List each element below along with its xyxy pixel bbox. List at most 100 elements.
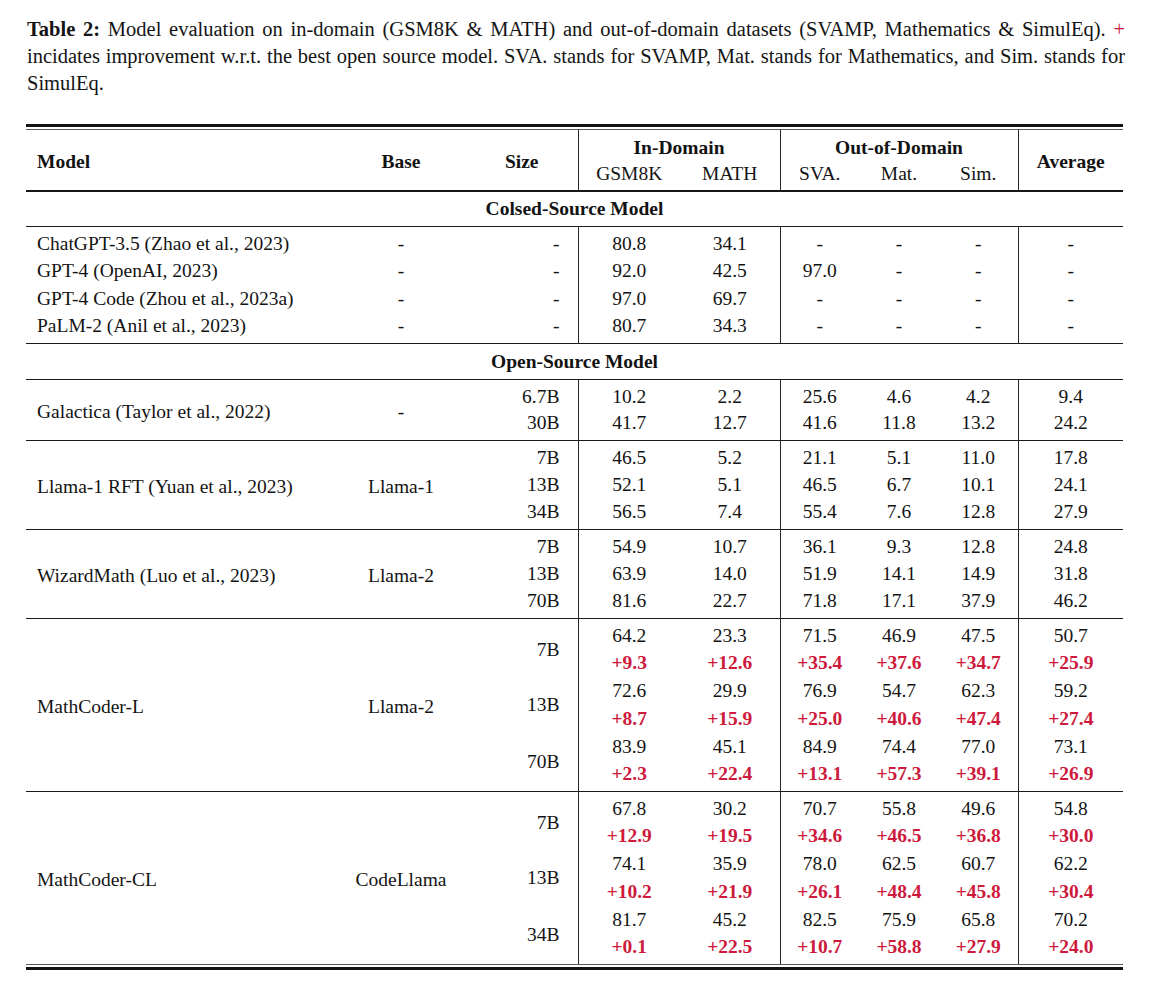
model-cell: GPT-4 (OpenAI, 2023) xyxy=(26,257,336,285)
value-cell-sva: - xyxy=(780,285,859,313)
section-banner-row: Open-Source Model xyxy=(26,344,1123,380)
section-banner-row: Colsed-Source Model xyxy=(26,191,1123,227)
value-cell-sva: 70.7 xyxy=(780,792,859,823)
base-cell: - xyxy=(336,227,466,258)
model-group: WizardMath (Luo et al., 2023)Llama-27B54… xyxy=(26,530,1123,619)
value-cell-gsm8k: 92.0 xyxy=(578,257,680,285)
header-math: MATH xyxy=(680,161,780,191)
size-cell: 13B xyxy=(466,560,578,588)
header-row-groups: Model Base Size In-Domain Out-of-Domain … xyxy=(26,130,1123,161)
header-average: Average xyxy=(1018,130,1123,191)
size-cell: 34B xyxy=(466,906,578,964)
value-cell-gsm8k: 81.7 xyxy=(578,906,680,934)
value-cell-mat: 17.1 xyxy=(859,588,939,619)
table-row: Galactica (Taylor et al., 2022)-6.7B10.2… xyxy=(26,380,1123,411)
value-cell-math: 22.7 xyxy=(680,588,780,619)
model-group: Llama-1 RFT (Yuan et al., 2023)Llama-17B… xyxy=(26,441,1123,530)
delta-cell-sva: +13.1 xyxy=(780,761,859,792)
delta-cell-sim: +45.8 xyxy=(939,878,1018,906)
delta-cell-avg: +30.4 xyxy=(1018,878,1123,906)
caption-plus-sign: + xyxy=(1113,18,1125,40)
value-cell-math: 12.7 xyxy=(680,410,780,441)
table-row: WizardMath (Luo et al., 2023)Llama-27B54… xyxy=(26,530,1123,561)
delta-cell-sim: +47.4 xyxy=(939,705,1018,733)
delta-cell-sva: +25.0 xyxy=(780,705,859,733)
model-cell: GPT-4 Code (Zhou et al., 2023a) xyxy=(26,285,336,313)
model-group: Galactica (Taylor et al., 2022)-6.7B10.2… xyxy=(26,380,1123,441)
value-cell-sim: 37.9 xyxy=(939,588,1018,619)
value-cell-sva: 78.0 xyxy=(780,850,859,878)
value-cell-sim: - xyxy=(939,285,1018,313)
section-banner: Open-Source Model xyxy=(26,344,1123,380)
table-row: MathCoder-CLCodeLlama7B67.830.270.755.84… xyxy=(26,792,1123,823)
value-cell-sim: 60.7 xyxy=(939,850,1018,878)
size-cell: 7B xyxy=(466,441,578,472)
delta-cell-sva: +34.6 xyxy=(780,822,859,850)
value-cell-sim: - xyxy=(939,227,1018,258)
delta-cell-gsm8k: +10.2 xyxy=(578,878,680,906)
value-cell-gsm8k: 63.9 xyxy=(578,560,680,588)
delta-cell-math: +19.5 xyxy=(680,822,780,850)
header-base: Base xyxy=(336,130,466,191)
value-cell-sim: 13.2 xyxy=(939,410,1018,441)
value-cell-mat: 14.1 xyxy=(859,560,939,588)
size-cell: 7B xyxy=(466,530,578,561)
value-cell-avg: 59.2 xyxy=(1018,677,1123,705)
value-cell-gsm8k: 80.8 xyxy=(578,227,680,258)
value-cell-avg: 54.8 xyxy=(1018,792,1123,823)
base-cell: - xyxy=(336,285,466,313)
delta-cell-gsm8k: +0.1 xyxy=(578,934,680,964)
value-cell-avg: 17.8 xyxy=(1018,441,1123,472)
value-cell-math: 2.2 xyxy=(680,380,780,411)
delta-cell-math: +21.9 xyxy=(680,878,780,906)
value-cell-avg: 31.8 xyxy=(1018,560,1123,588)
table-caption: Table 2: Model evaluation on in-domain (… xyxy=(27,16,1125,97)
value-cell-math: 34.1 xyxy=(680,227,780,258)
value-cell-math: 35.9 xyxy=(680,850,780,878)
model-group: MathCoder-CLCodeLlama7B67.830.270.755.84… xyxy=(26,792,1123,965)
value-cell-math: 7.4 xyxy=(680,499,780,530)
results-table: Model Base Size In-Domain Out-of-Domain … xyxy=(26,130,1123,965)
header-out-of-domain: Out-of-Domain xyxy=(780,130,1018,161)
delta-cell-avg: +30.0 xyxy=(1018,822,1123,850)
value-cell-mat: - xyxy=(859,227,939,258)
value-cell-sim: 4.2 xyxy=(939,380,1018,411)
delta-cell-gsm8k: +2.3 xyxy=(578,761,680,792)
value-cell-math: 69.7 xyxy=(680,285,780,313)
value-cell-math: 10.7 xyxy=(680,530,780,561)
closed-source-group: ChatGPT-3.5 (Zhao et al., 2023)--80.834.… xyxy=(26,227,1123,344)
results-table-wrapper: Model Base Size In-Domain Out-of-Domain … xyxy=(26,124,1123,970)
value-cell-avg: 50.7 xyxy=(1018,619,1123,650)
value-cell-gsm8k: 72.6 xyxy=(578,677,680,705)
value-cell-gsm8k: 56.5 xyxy=(578,499,680,530)
section-banner-label: Open-Source Model xyxy=(26,344,1123,380)
value-cell-gsm8k: 67.8 xyxy=(578,792,680,823)
delta-cell-avg: +26.9 xyxy=(1018,761,1123,792)
value-cell-math: 42.5 xyxy=(680,257,780,285)
value-cell-math: 45.1 xyxy=(680,733,780,761)
delta-cell-mat: +37.6 xyxy=(859,649,939,677)
value-cell-mat: 5.1 xyxy=(859,441,939,472)
value-cell-sim: 12.8 xyxy=(939,530,1018,561)
value-cell-sim: - xyxy=(939,257,1018,285)
value-cell-avg: 70.2 xyxy=(1018,906,1123,934)
value-cell-sim: 11.0 xyxy=(939,441,1018,472)
value-cell-avg: 9.4 xyxy=(1018,380,1123,411)
caption-text-2: incidates improvement w.r.t. the best op… xyxy=(27,45,1125,94)
value-cell-mat: 54.7 xyxy=(859,677,939,705)
model-cell: MathCoder-CL xyxy=(26,792,336,965)
value-cell-sim: 12.8 xyxy=(939,499,1018,530)
size-cell: 13B xyxy=(466,471,578,499)
delta-cell-sva: +35.4 xyxy=(780,649,859,677)
delta-cell-mat: +46.5 xyxy=(859,822,939,850)
size-cell: 6.7B xyxy=(466,380,578,411)
size-cell: - xyxy=(466,257,578,285)
header-size: Size xyxy=(466,130,578,191)
value-cell-math: 29.9 xyxy=(680,677,780,705)
value-cell-sva: - xyxy=(780,227,859,258)
model-cell: Galactica (Taylor et al., 2022) xyxy=(26,380,336,441)
value-cell-sim: 62.3 xyxy=(939,677,1018,705)
value-cell-avg: - xyxy=(1018,257,1123,285)
delta-cell-math: +12.6 xyxy=(680,649,780,677)
value-cell-math: 30.2 xyxy=(680,792,780,823)
